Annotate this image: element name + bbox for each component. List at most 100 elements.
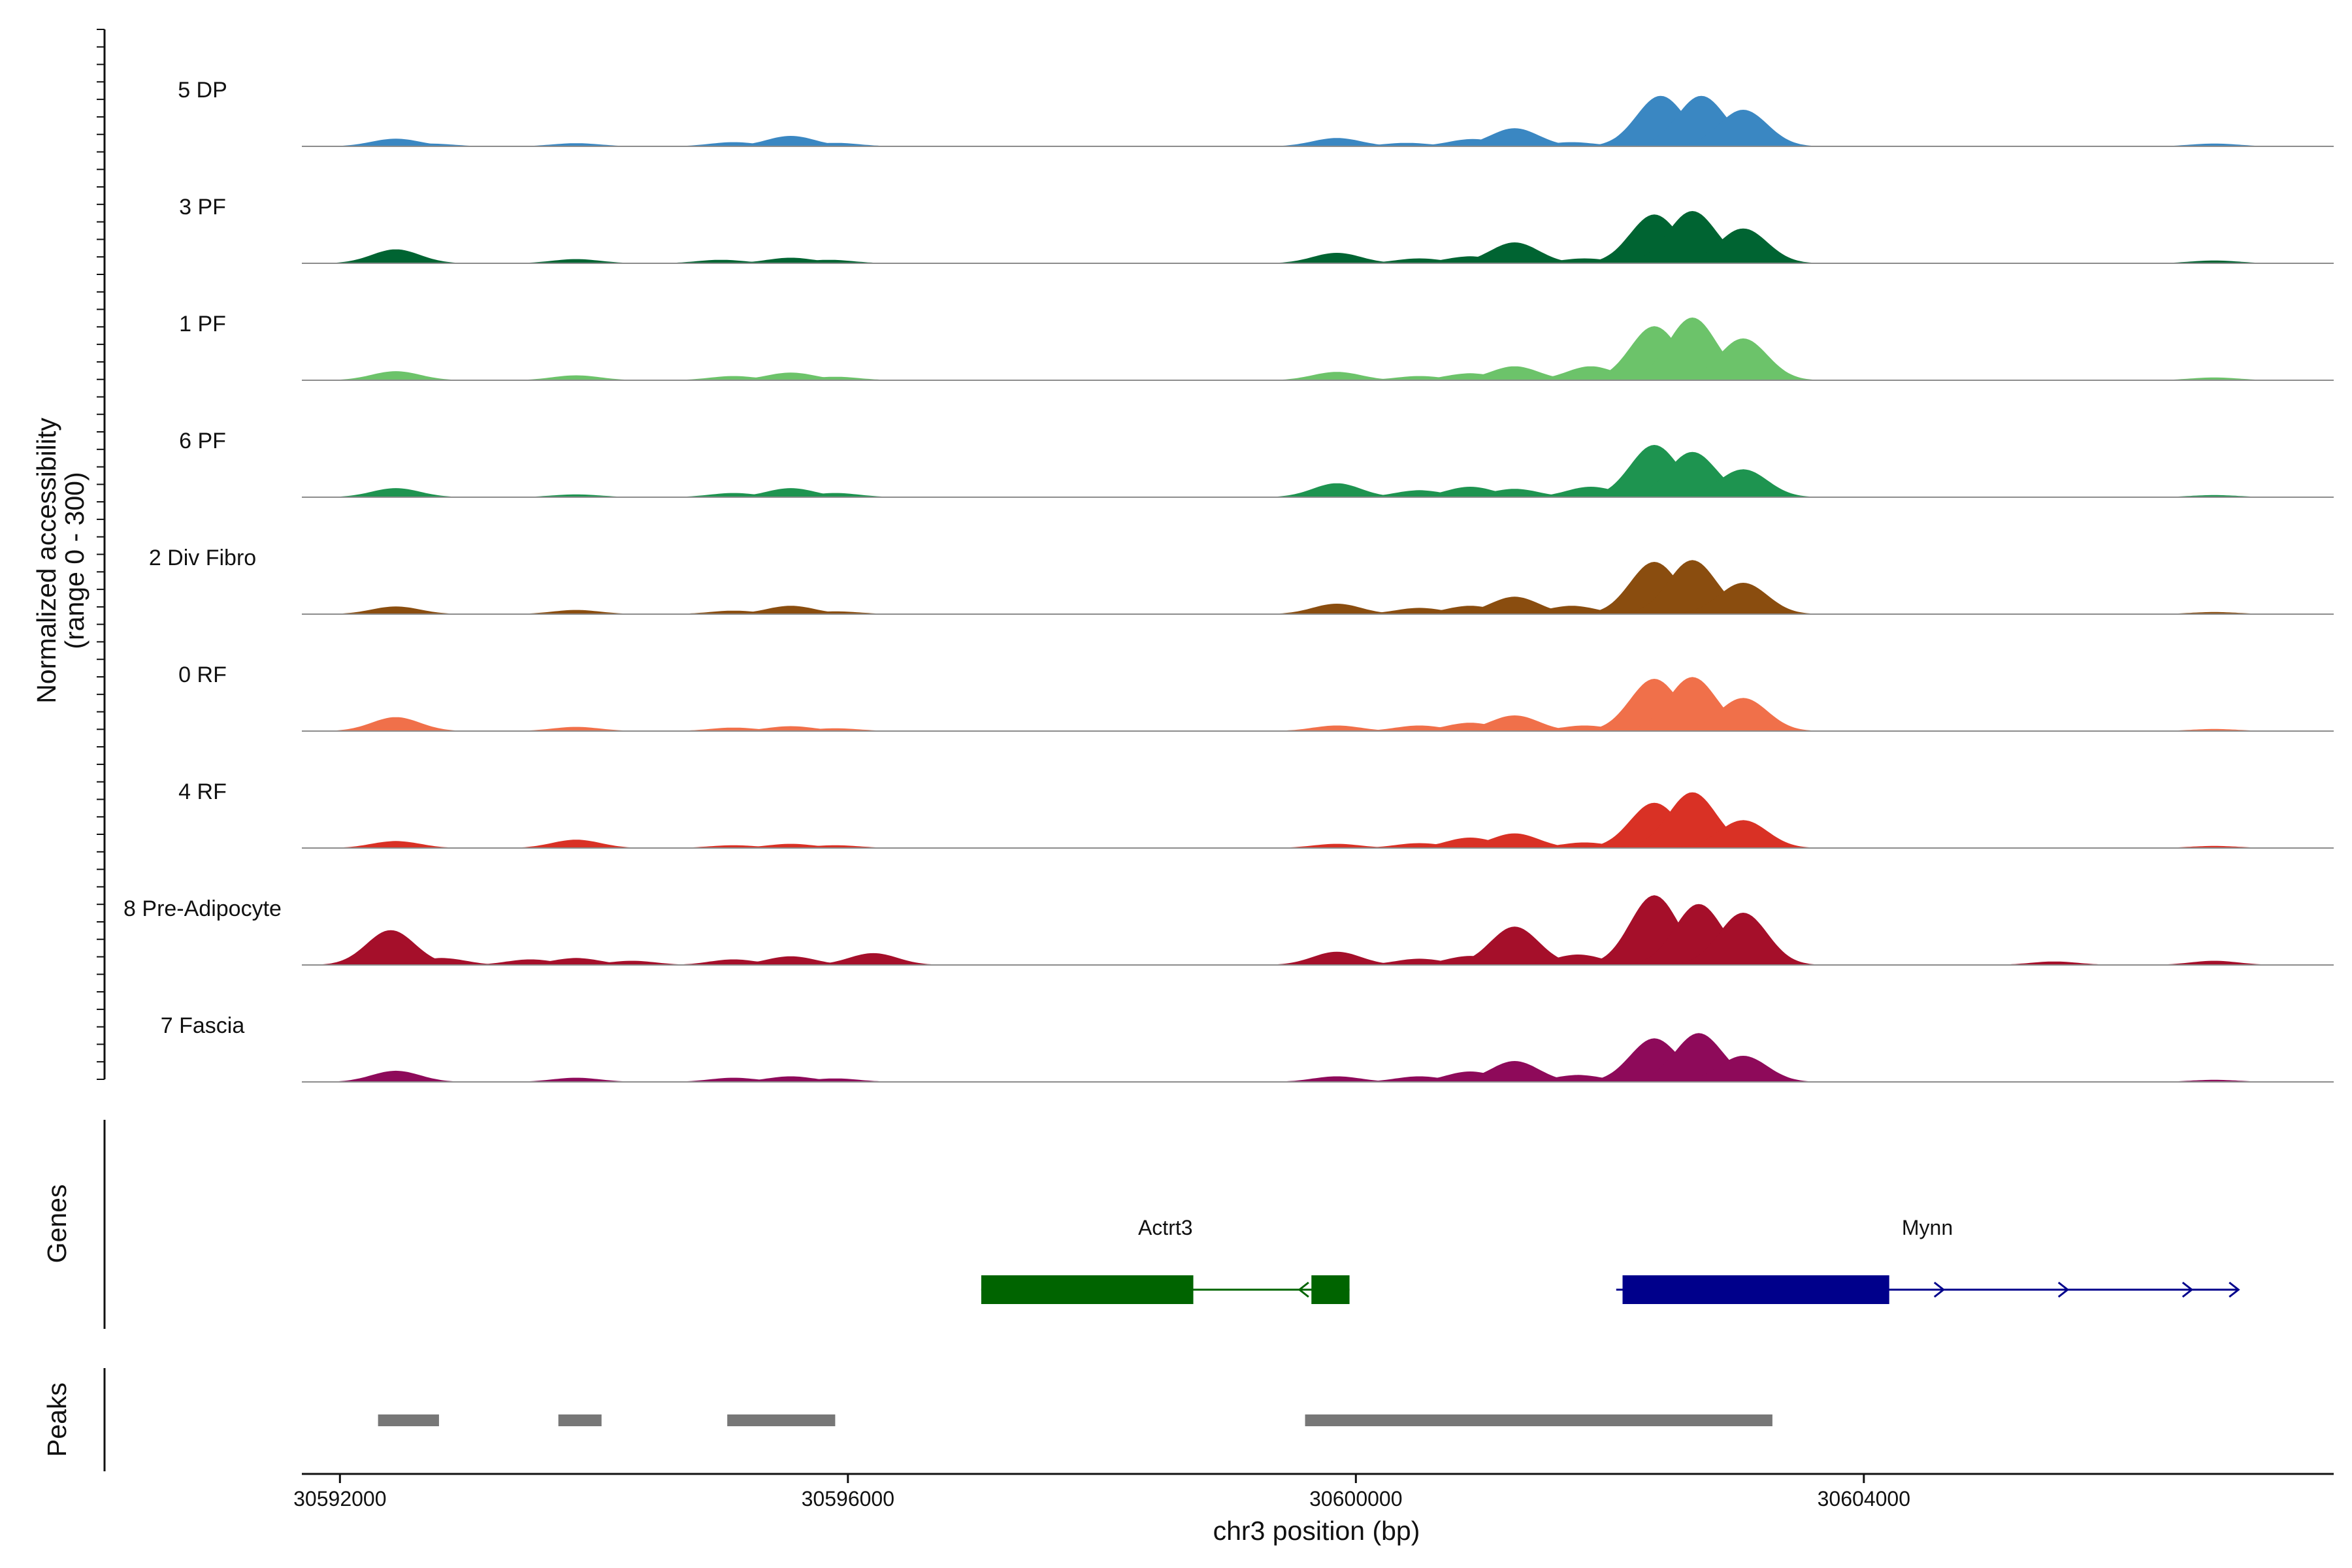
- peak-region-bar: [1305, 1414, 1772, 1426]
- gene-name-label: Mynn: [1902, 1216, 1953, 1239]
- coverage-peak: [1671, 228, 1816, 263]
- coverage-peak: [1671, 913, 1816, 965]
- coverage-peak: [323, 1070, 468, 1082]
- coverage-peak: [1264, 725, 1409, 731]
- coverage-peak: [1442, 715, 1588, 731]
- x-tick-label: 30596000: [802, 1487, 894, 1511]
- strand-arrow: [2181, 1281, 2194, 1298]
- coverage-peak: [1264, 138, 1409, 146]
- gene-exon: [1622, 1275, 1889, 1304]
- coverage-peak: [323, 606, 468, 614]
- coverage-peak: [762, 845, 908, 848]
- coverage-peak: [762, 376, 908, 380]
- coverage-peak: [559, 960, 705, 965]
- coverage-peak: [504, 840, 649, 848]
- coverage-peak: [504, 610, 649, 614]
- gene-name-label: Actrt3: [1138, 1216, 1193, 1239]
- coverage-peak: [756, 259, 902, 263]
- track-label: 5 DP: [178, 78, 227, 103]
- gene-0: Actrt3: [981, 1216, 1350, 1304]
- coverage-peak: [504, 1077, 649, 1082]
- coverage-peak: [1442, 926, 1588, 965]
- coverage-peak: [323, 488, 468, 497]
- track-2: 1 PF: [179, 312, 2334, 381]
- coverage-peak: [718, 956, 864, 965]
- coverage-peak: [369, 958, 514, 965]
- coverage-peak: [1671, 1056, 1816, 1082]
- coverage-peak: [504, 375, 649, 380]
- track-1: 3 PF: [179, 195, 2334, 264]
- coverage-peak: [2142, 260, 2287, 263]
- track-5: 0 RF: [178, 662, 2334, 732]
- x-axis-label: chr3 position (bp): [1213, 1516, 1420, 1546]
- coverage-peak: [762, 493, 908, 497]
- y-axis-label-range: (range 0 - 300): [59, 472, 90, 649]
- coverage-peak: [1264, 604, 1409, 614]
- track-7: 8 Pre-Adipocyte: [123, 895, 2334, 966]
- coverage-peak: [800, 953, 946, 965]
- track-0: 5 DP: [178, 78, 2334, 147]
- coverage-peak: [504, 259, 649, 263]
- coverage-peak: [504, 727, 649, 731]
- track-6: 4 RF: [178, 779, 2334, 849]
- peak-region-bar: [558, 1414, 602, 1426]
- track-label: 3 PF: [179, 195, 226, 220]
- strand-arrow: [1933, 1281, 1946, 1298]
- track-label: 4 RF: [178, 779, 227, 804]
- x-tick-label: 30600000: [1309, 1487, 1402, 1511]
- coverage-peak: [1671, 338, 1816, 380]
- track-4: 2 Div Fibro: [149, 546, 2334, 615]
- gene-1: Mynn: [1616, 1216, 2240, 1304]
- coverage-peak: [1264, 1076, 1409, 1082]
- coverage-peak: [356, 143, 502, 146]
- x-tick-label: 30604000: [1818, 1487, 1910, 1511]
- coverage-peak: [504, 143, 649, 146]
- coverage-peak: [323, 717, 468, 731]
- peaks-panel-label: Peaks: [42, 1382, 72, 1457]
- coverage-peak: [1442, 128, 1588, 146]
- coverage-peak: [1264, 372, 1409, 380]
- coverage-peak: [1671, 820, 1816, 848]
- coverage-peak: [1671, 110, 1816, 146]
- track-label: 6 PF: [179, 429, 226, 453]
- genes-panel-label: Genes: [42, 1184, 72, 1264]
- gene-exon: [1311, 1275, 1350, 1304]
- coverage-peak: [1442, 833, 1588, 848]
- coverage-peak: [504, 494, 649, 497]
- track-8: 7 Fascia: [161, 1013, 2334, 1083]
- coverage-peak: [2142, 143, 2287, 146]
- coverage-peak: [1671, 583, 1816, 614]
- coverage-peak: [1442, 1061, 1588, 1082]
- track-label: 0 RF: [178, 662, 227, 687]
- coverage-peak: [762, 142, 908, 146]
- coverage-peak: [1442, 242, 1588, 263]
- track-3: 6 PF: [179, 429, 2334, 498]
- coverage-peak: [2142, 377, 2287, 380]
- coverage-peak: [318, 930, 463, 965]
- peak-region-bar: [727, 1414, 836, 1426]
- coverage-peak: [1264, 843, 1409, 848]
- coverage-peak: [1982, 961, 2127, 965]
- x-tick-label: 30592000: [293, 1487, 386, 1511]
- coverage-peak: [1264, 951, 1409, 965]
- y-axis-label: Normalized accessibility: [31, 417, 61, 704]
- coverage-peak: [762, 728, 908, 731]
- coverage-peak: [323, 249, 468, 263]
- x-axis: 30592000 30596000 30600000 30604000: [293, 1473, 2334, 1511]
- accessibility-y-axis: [97, 29, 106, 1080]
- coverage-peak: [762, 1078, 908, 1082]
- strand-arrow: [2229, 1281, 2240, 1298]
- track-label: 2 Div Fibro: [149, 546, 256, 570]
- coverage-tracks: 5 DP 3 PF 1 PF 6 PF 2 Div Fibro 0 RF 4 RF 8 Pre…: [123, 78, 2334, 1083]
- strand-arrow: [1298, 1281, 1309, 1298]
- track-label: 8 Pre-Adipocyte: [123, 896, 282, 921]
- gene-annotations: Actrt3 Mynn: [981, 1216, 2240, 1304]
- coverage-peak: [1264, 253, 1409, 263]
- track-label: 1 PF: [179, 312, 226, 336]
- peak-region-bar: [378, 1414, 439, 1426]
- coverage-peak: [762, 611, 908, 614]
- track-label: 7 Fascia: [161, 1013, 245, 1038]
- coverage-peak: [1671, 469, 1816, 497]
- coverage-peak: [2142, 960, 2287, 965]
